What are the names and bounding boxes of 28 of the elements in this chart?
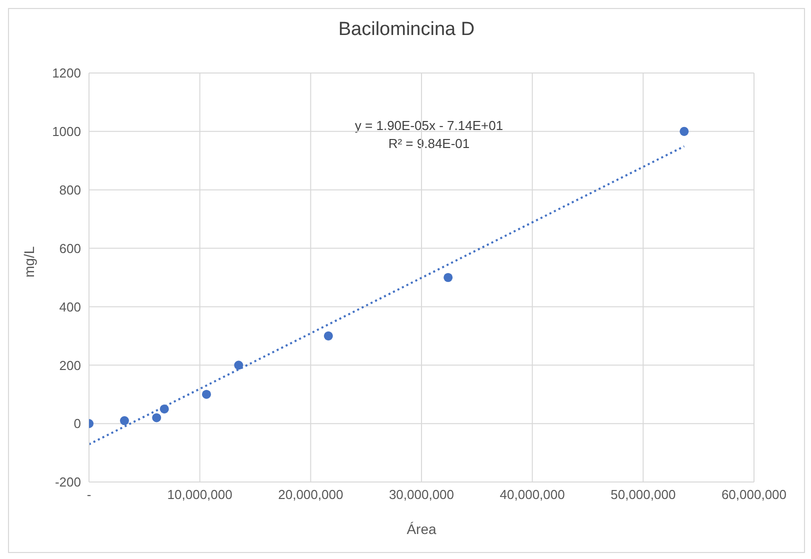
y-tick-label: 1200 (52, 66, 81, 81)
y-axis-title: mg/L (20, 246, 37, 278)
y-tick-label: 200 (59, 358, 81, 373)
y-tick-label: 1000 (52, 124, 81, 140)
y-tick-label: -200 (54, 474, 81, 490)
x-tick-label: 30,000,000 (388, 487, 454, 502)
x-axis-title: Área (406, 521, 436, 537)
x-tick-label: - (86, 487, 92, 502)
point (444, 272, 453, 282)
point (202, 390, 211, 399)
point (324, 331, 333, 340)
x-tick-label: 20,000,000 (278, 487, 344, 502)
annotation: R² = 9.84E-01 (387, 135, 471, 153)
y-tick-label: 600 (59, 240, 81, 256)
x-tick-label: 40,000,000 (500, 487, 565, 502)
point (234, 360, 244, 370)
x-tick-label: 60,000,000 (721, 487, 787, 502)
x-tick-label: 10,000,000 (167, 487, 232, 502)
y-tick-label: 800 (59, 182, 81, 198)
point (680, 126, 689, 136)
annotation: y = 1.90E-05x - 7.14E+01 (354, 117, 504, 135)
point (120, 416, 129, 426)
chart-title: Bacilomincina D (337, 19, 476, 41)
point (152, 413, 162, 422)
y-tick-label: 0 (74, 416, 81, 432)
x-tick-label: 50,000,000 (610, 487, 676, 502)
y-tick-label: 400 (59, 299, 81, 314)
point (160, 404, 169, 414)
